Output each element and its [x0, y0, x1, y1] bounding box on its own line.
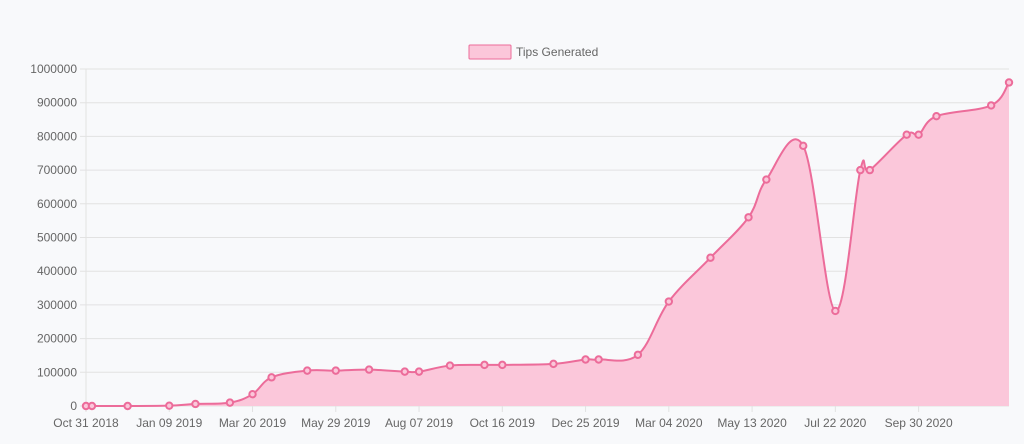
y-tick-label: 700000	[37, 163, 77, 177]
data-point	[744, 213, 753, 222]
data-point	[364, 365, 374, 374]
series-area-fill	[86, 82, 1009, 406]
series-line	[86, 81, 1010, 407]
data-point	[445, 361, 455, 370]
data-point	[831, 306, 840, 316]
x-tick-label: Aug 07 2019	[385, 416, 453, 430]
data-point	[248, 390, 257, 399]
data-point	[914, 130, 923, 139]
data-point	[932, 111, 941, 121]
data-points	[81, 78, 1014, 411]
data-point	[331, 366, 340, 375]
x-tick-label: May 29 2019	[301, 416, 371, 430]
data-point	[225, 398, 235, 407]
x-tick-label: May 13 2020	[717, 416, 787, 430]
data-point	[414, 367, 424, 376]
x-tick-label: Oct 16 2019	[470, 416, 536, 430]
y-tick-label: 800000	[37, 129, 77, 143]
x-tick-label: Dec 25 2019	[552, 416, 620, 430]
grid-lines	[80, 68, 1009, 412]
y-tick-label: 500000	[37, 231, 77, 245]
y-tick-label: 300000	[37, 298, 77, 312]
data-point	[762, 175, 771, 184]
axes: 0 100000 200000 300000 400000 500000 600000 700…	[30, 62, 953, 430]
legend[interactable]: Tips Generated	[468, 44, 598, 60]
x-tick-label: Mar 04 2020	[635, 416, 703, 430]
x-tick-label: Mar 20 2019	[219, 416, 287, 430]
x-tick-label: Jan 09 2019	[136, 416, 202, 430]
data-point	[87, 401, 97, 411]
data-point	[191, 399, 200, 409]
data-point	[902, 130, 911, 139]
data-point	[799, 141, 808, 151]
data-point	[986, 101, 996, 110]
y-tick-label: 1000000	[30, 62, 77, 76]
data-point	[706, 253, 715, 262]
data-point	[549, 359, 558, 369]
data-point	[1004, 78, 1014, 87]
data-point	[594, 355, 603, 364]
legend-swatch[interactable]	[468, 44, 512, 60]
data-point	[165, 401, 174, 410]
y-tick-label: 200000	[37, 332, 77, 346]
y-tick-label: 600000	[37, 197, 77, 211]
y-tick-label: 100000	[37, 365, 77, 379]
data-point	[581, 355, 590, 364]
legend-label[interactable]: Tips Generated	[516, 45, 598, 59]
data-point	[123, 401, 132, 411]
data-point	[267, 373, 276, 382]
data-point	[633, 350, 643, 359]
data-point	[303, 366, 312, 375]
y-tick-label: 400000	[37, 264, 77, 278]
x-tick-label: Jul 22 2020	[804, 416, 866, 430]
y-tick-label: 0	[70, 399, 77, 413]
data-point	[400, 367, 409, 376]
data-point	[480, 360, 489, 370]
x-tick-label: Sep 30 2020	[885, 416, 953, 430]
data-point	[865, 165, 875, 175]
data-point	[856, 165, 865, 175]
x-tick-label: Oct 31 2018	[53, 416, 119, 430]
series-area	[86, 81, 1010, 407]
data-point	[498, 360, 507, 370]
data-point	[664, 297, 674, 306]
y-tick-label: 900000	[37, 96, 77, 110]
